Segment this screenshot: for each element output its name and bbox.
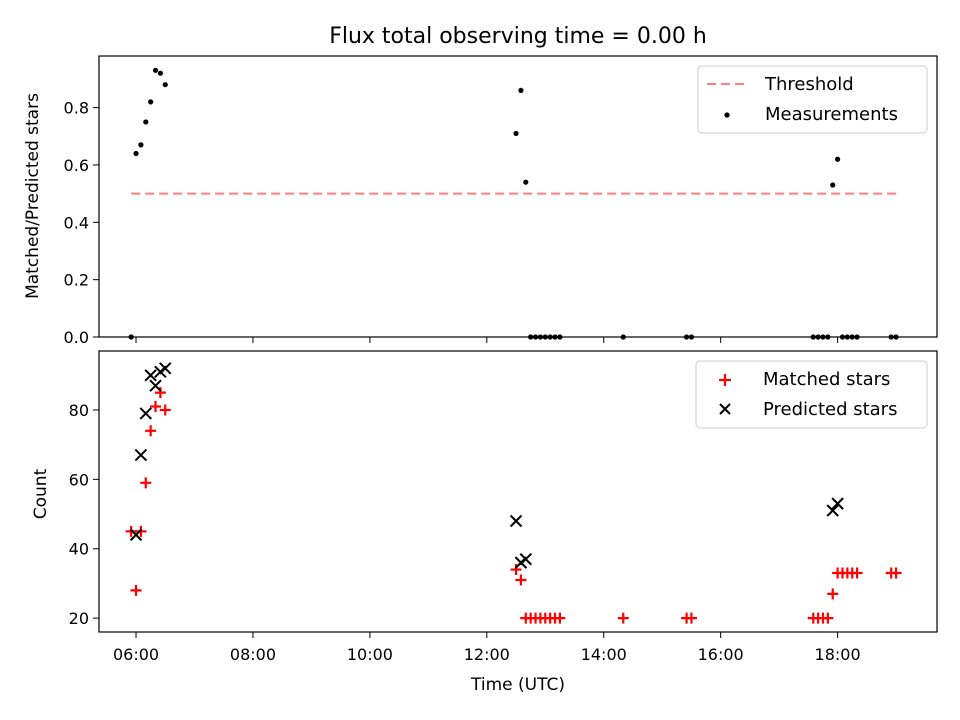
matched-star-point bbox=[159, 404, 171, 416]
top-y-tick-label: 0.6 bbox=[64, 156, 89, 175]
x-axis-label: Time (UTC) bbox=[470, 675, 565, 695]
matched-star-point bbox=[617, 612, 629, 624]
matched-star-point bbox=[140, 477, 152, 489]
top-plot-marks bbox=[128, 67, 901, 340]
bottom-y-tick-label: 60 bbox=[69, 470, 89, 489]
matched-star-point bbox=[150, 401, 162, 413]
matched-star-point bbox=[851, 567, 863, 579]
legend-threshold-label: Threshold bbox=[764, 74, 854, 95]
matched-star-point bbox=[554, 612, 566, 624]
matched-star-point bbox=[510, 564, 522, 576]
measurement-point bbox=[148, 99, 154, 105]
measurement-point bbox=[523, 179, 529, 185]
measurement-point bbox=[835, 156, 841, 162]
measurement-point bbox=[143, 119, 149, 125]
bottom-panel: 20 40 60 80 06:00 08:00 10:00 12:00 14:00 16:00 1… bbox=[31, 350, 938, 695]
x-tick-label: 06:00 bbox=[113, 645, 159, 664]
chart-title: Flux total observing time = 0.00 h bbox=[329, 24, 707, 49]
legend-predicted-label: Predicted stars bbox=[763, 399, 897, 420]
top-legend-box bbox=[697, 65, 928, 134]
predicted-star-point bbox=[159, 362, 172, 375]
predicted-star-point bbox=[149, 379, 162, 392]
top-y-ticks: 0.0 0.2 0.4 0.6 0.8 bbox=[64, 99, 99, 347]
measurement-point bbox=[138, 142, 144, 148]
x-tick-label: 12:00 bbox=[464, 645, 510, 664]
measurement-point bbox=[518, 87, 524, 94]
measurement-point bbox=[157, 70, 163, 76]
matched-star-point bbox=[890, 567, 902, 579]
bottom-y-tick-label: 80 bbox=[69, 401, 89, 420]
predicted-star-point bbox=[826, 504, 839, 517]
matched-star-point bbox=[827, 588, 839, 600]
measurement-point bbox=[152, 67, 159, 73]
top-panel: 0.00.20.40.60.8 Matched/Predicted stars … bbox=[23, 55, 938, 347]
predicted-star-point bbox=[134, 448, 148, 462]
measurement-point bbox=[162, 82, 168, 88]
bottom-plot-marks bbox=[125, 362, 902, 624]
predicted-star-point bbox=[509, 514, 523, 528]
x-tick-label: 16:00 bbox=[698, 645, 744, 664]
predicted-star-point bbox=[139, 407, 152, 420]
legend-predicted-swatch bbox=[719, 403, 731, 415]
matched-star-point bbox=[154, 387, 166, 399]
legend-matched-swatch bbox=[719, 374, 731, 386]
measurement-point bbox=[133, 150, 139, 157]
top-legend: Threshold Measurements bbox=[697, 65, 928, 134]
top-y-tick-label: 0.0 bbox=[64, 328, 89, 347]
matched-star-point bbox=[822, 612, 834, 624]
x-tick-label: 08:00 bbox=[230, 645, 276, 664]
predicted-star-point bbox=[831, 497, 844, 510]
legend-measurements-swatch bbox=[724, 112, 730, 118]
matched-star-point bbox=[130, 584, 142, 596]
top-y-tick-label: 0.8 bbox=[64, 99, 89, 118]
bottom-y-ticks: 20 40 60 80 bbox=[69, 401, 99, 628]
top-x-ticks bbox=[135, 337, 839, 343]
bottom-legend-box bbox=[695, 360, 928, 429]
top-y-tick-label: 0.2 bbox=[64, 271, 89, 290]
predicted-star-point bbox=[519, 552, 533, 566]
predicted-star-point bbox=[129, 528, 143, 542]
top-y-tick-label: 0.4 bbox=[64, 213, 89, 232]
measurement-point bbox=[513, 130, 519, 137]
bottom-axes-frame bbox=[98, 350, 938, 633]
legend-matched-label: Matched stars bbox=[763, 369, 890, 390]
bottom-y-tick-label: 20 bbox=[69, 609, 89, 628]
top-y-axis-label: Matched/Predicted stars bbox=[23, 93, 43, 299]
matched-star-point bbox=[515, 574, 527, 586]
bottom-x-ticks: 06:00 08:00 10:00 12:00 14:00 16:00 18:00 bbox=[113, 632, 861, 664]
x-tick-label: 18:00 bbox=[815, 645, 861, 664]
measurement-point bbox=[830, 182, 836, 188]
matched-star-point bbox=[145, 425, 157, 437]
predicted-star-point bbox=[144, 369, 157, 382]
x-tick-label: 10:00 bbox=[347, 645, 393, 664]
legend-measurements-label: Measurements bbox=[765, 104, 898, 125]
bottom-y-tick-label: 40 bbox=[69, 540, 89, 559]
bottom-y-axis-label: Count bbox=[31, 468, 51, 519]
top-axes-frame bbox=[98, 55, 938, 338]
matched-star-point bbox=[685, 612, 697, 624]
x-tick-label: 14:00 bbox=[581, 645, 627, 664]
bottom-legend: Matched stars Predicted stars bbox=[695, 360, 928, 429]
